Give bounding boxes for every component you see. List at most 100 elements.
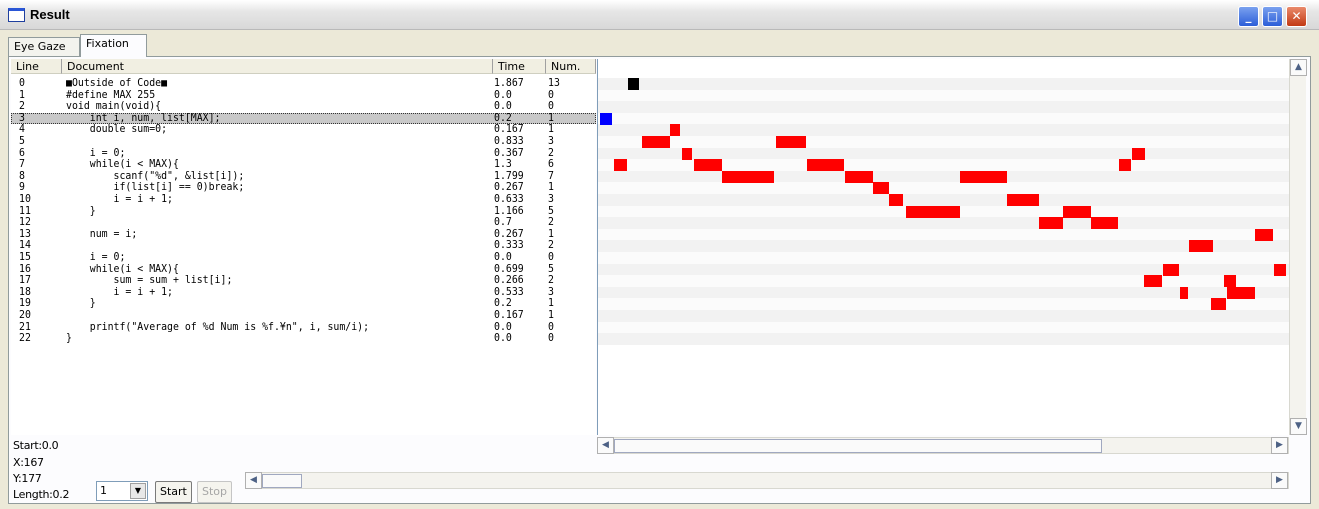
cell-time: 1.3 [494, 158, 512, 171]
table-row[interactable]: 5 0.833 3 [11, 135, 596, 148]
maximize-button[interactable]: □ [1262, 6, 1283, 27]
timeline-lane [598, 217, 1289, 229]
cell-num: 1 [548, 297, 554, 310]
cell-document: int i, num, list[MAX]; [66, 111, 221, 124]
cell-time: 0.0 [494, 332, 512, 345]
cell-line: 10 [19, 193, 31, 205]
window-icon [8, 8, 25, 22]
scroll-thumb[interactable] [614, 439, 1102, 453]
table-row[interactable]: 9 if(list[i] == 0)break; 0.267 1 [11, 181, 596, 194]
table-row[interactable]: 18 i = i + 1; 0.533 3 [11, 285, 596, 299]
cell-line: 13 [19, 227, 31, 240]
cell-time: 0.7 [494, 216, 512, 229]
table-row[interactable]: 14 0.333 2 [11, 239, 596, 252]
table-row[interactable]: 7 while(i < MAX){1.3 6 [11, 158, 596, 171]
table-row[interactable]: 8 scanf("%d", &list[i]); 1.799 7 [11, 169, 596, 183]
cell-line: 11 [19, 204, 31, 217]
cell-document: } [66, 297, 96, 310]
table-row[interactable]: 11 } 1.166 5 [11, 204, 596, 218]
table-row[interactable]: 3 int i, num, list[MAX]; 0.2 1 [11, 111, 596, 125]
cell-line: 0 [19, 77, 25, 89]
minimize-button[interactable]: _ [1238, 6, 1259, 27]
scroll-right-icon[interactable]: ▶ [1271, 437, 1288, 454]
cell-num: 2 [548, 239, 554, 252]
cell-document: } [66, 204, 96, 217]
cell-time: 0.2 [494, 297, 512, 310]
table-row[interactable]: 0 ■Outside of Code■ 1.867 13 [11, 77, 596, 90]
vertical-scrollbar[interactable]: ▲ ▼ [1289, 59, 1307, 435]
scroll-up-icon[interactable]: ▲ [1290, 59, 1307, 76]
stop-button: Stop [197, 481, 233, 503]
timeline-horizontal-scrollbar[interactable]: ◀ ▶ [597, 437, 1289, 454]
column-header-document[interactable]: Document [62, 59, 493, 74]
speed-select[interactable]: 1 ▼ [96, 481, 148, 501]
fixation-timeline[interactable] [597, 59, 1289, 435]
column-header-num[interactable]: Num. [546, 59, 596, 74]
cell-line: 15 [19, 251, 31, 263]
cell-document: while(i < MAX){ [66, 158, 179, 171]
table-row[interactable]: 12 0.7 2 [11, 216, 596, 229]
cell-time: 0.167 [494, 309, 524, 321]
cell-time: 0.0 [494, 251, 512, 263]
cell-num: 7 [548, 169, 554, 182]
fixation-block [1180, 286, 1188, 299]
table-row[interactable]: 1 #define MAX 255 0.0 0 [11, 88, 596, 102]
table-row[interactable]: 6 i = 0; 0.367 2 [11, 146, 596, 160]
timeline-lane [598, 136, 1289, 148]
scroll-left-icon[interactable]: ◀ [597, 437, 614, 454]
playback-scroll-thumb[interactable] [262, 474, 302, 488]
cell-document: printf("Average of %d Num is %f.¥n", i, … [66, 320, 370, 333]
table-row[interactable]: 13 num = i; 0.267 1 [11, 227, 596, 241]
close-button[interactable]: ✕ [1286, 6, 1307, 27]
cell-time: 0.633 [494, 193, 524, 205]
fixation-block [873, 182, 889, 195]
chevron-down-icon[interactable]: ▼ [130, 483, 146, 499]
cell-line: 12 [19, 216, 31, 229]
fixation-block [614, 159, 627, 172]
fixation-block [642, 136, 670, 148]
tab-eye-gaze[interactable]: Eye Gaze [8, 37, 80, 56]
table-row[interactable]: 19 } 0.2 1 [11, 297, 596, 310]
cell-document: #define MAX 255 [66, 88, 156, 101]
cell-time: 1.166 [494, 204, 524, 217]
tab-fixation[interactable]: Fixation [80, 34, 147, 57]
playback-scroll-left-icon[interactable]: ◀ [245, 472, 262, 489]
timeline-lane [598, 275, 1289, 287]
fixation-block [807, 159, 844, 172]
table-row[interactable]: 4 double sum=0; 0.167 1 [11, 123, 596, 136]
playback-scroll-right-icon[interactable]: ▶ [1271, 472, 1288, 489]
cell-num: 1 [548, 227, 554, 240]
table-row[interactable]: 15 i = 0; 0.0 0 [11, 251, 596, 264]
table-row[interactable]: 21 printf("Average of %d Num is %f.¥n", … [11, 320, 596, 334]
cell-time: 0.533 [494, 285, 524, 298]
title-bar: Result _ □ ✕ [0, 0, 1319, 30]
table-row[interactable]: 16 while(i < MAX){0.699 5 [11, 262, 596, 276]
fixation-block [722, 170, 774, 183]
timeline-lane [598, 147, 1289, 160]
cell-document: i = 0; [66, 146, 126, 159]
cell-line: 3 [19, 111, 25, 124]
timeline-lane [598, 78, 1289, 90]
y-readout: Y:177 [13, 472, 42, 485]
timeline-lane [598, 112, 1289, 125]
table-row[interactable]: 10 i = i + 1; 0.633 3 [11, 193, 596, 206]
table-row[interactable]: 22} 0.0 0 [11, 332, 596, 345]
playback-scrollbar[interactable]: ◀ ▶ [245, 472, 1289, 489]
fixation-block [776, 136, 806, 148]
speed-select-value: 1 [100, 484, 107, 497]
cell-num: 5 [548, 204, 554, 217]
column-header-time[interactable]: Time [493, 59, 546, 74]
cell-line: 1 [19, 88, 25, 101]
code-list[interactable]: Line Document Time Num. 0 ■Outside of Cod… [11, 59, 596, 435]
cell-line: 7 [19, 158, 25, 171]
cell-line: 14 [19, 239, 31, 252]
cell-time: 0.699 [494, 262, 524, 275]
cell-line: 5 [19, 135, 25, 147]
column-header-line[interactable]: Line [11, 59, 62, 74]
table-row[interactable]: 2 void main(void){0.0 0 [11, 100, 596, 113]
table-row[interactable]: 20 0.167 1 [11, 309, 596, 322]
current-fixation-marker [600, 112, 612, 125]
scroll-down-icon[interactable]: ▼ [1290, 418, 1307, 435]
table-row[interactable]: 17 sum = sum + list[i]; 0.266 2 [11, 274, 596, 287]
start-button[interactable]: Start [155, 481, 192, 503]
